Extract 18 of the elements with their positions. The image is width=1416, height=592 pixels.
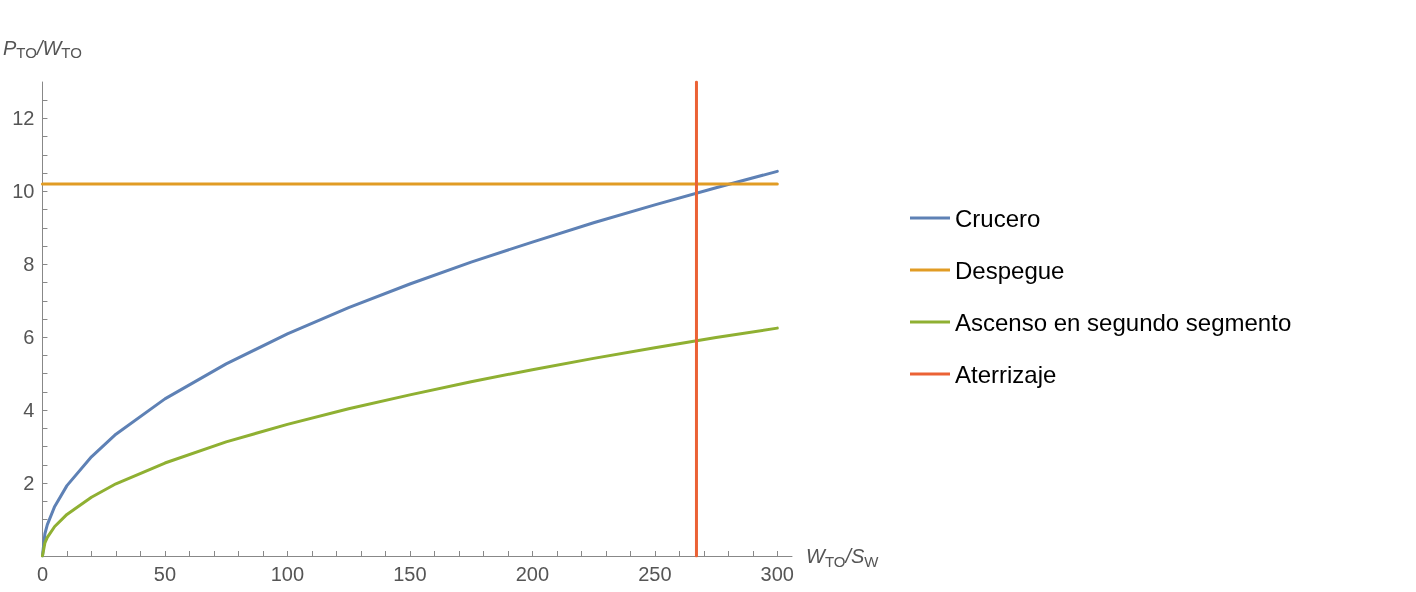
x-tick-label: 200 (515, 563, 550, 585)
y-tick-label: 10 (12, 180, 35, 203)
y-tick-label: 6 (23, 326, 35, 349)
line-series (40, 326, 779, 558)
y-tick-label: 2 (23, 472, 35, 495)
y-tick-label: 12 (12, 107, 35, 130)
x-tick-label: 300 (760, 563, 794, 585)
y-tick-label: 4 (23, 399, 35, 422)
legend-label: Despegue (955, 256, 1065, 284)
legend-label: Aterrizaje (955, 360, 1057, 388)
x-tick-label: 100 (270, 563, 305, 585)
legend-label: Ascenso en segundo segmento (955, 308, 1292, 336)
y-tick-label: 8 (23, 253, 35, 276)
x-tick-label: 50 (153, 563, 177, 585)
x-tick-label: 0 (36, 563, 49, 585)
x-tick-label: 250 (638, 563, 672, 585)
legend-label: Crucero (955, 204, 1041, 232)
x-tick-label: 150 (393, 563, 427, 585)
